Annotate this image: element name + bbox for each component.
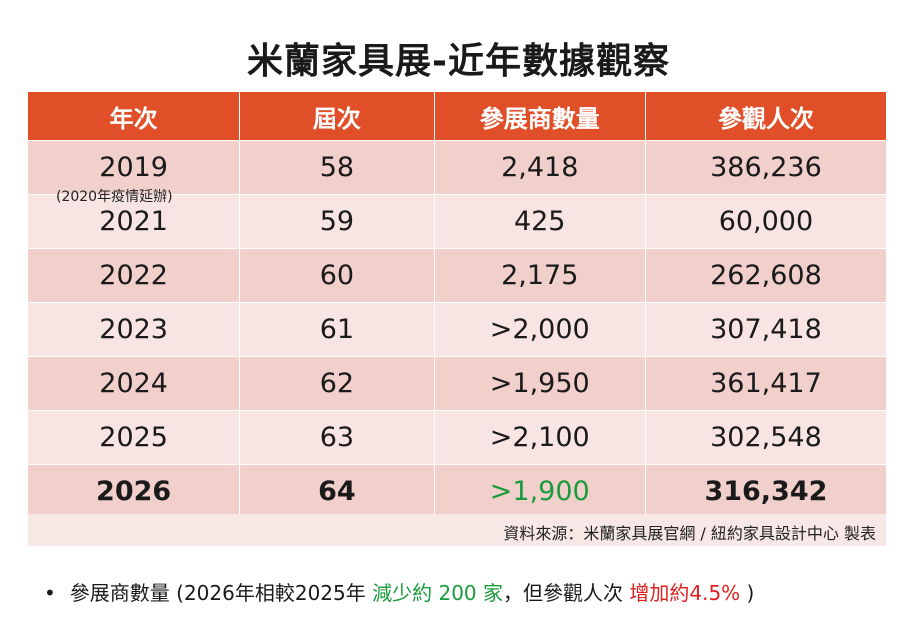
visitors-cell: 316,342 (644, 465, 886, 518)
summary-text-3: ) (740, 581, 755, 605)
visitors-cell: 60,000 (644, 195, 886, 248)
visitors-cell: 302,548 (644, 411, 886, 464)
page-title: 米蘭家具展-近年數據觀察 (247, 41, 670, 82)
data-table: 年次 屆次 參展商數量 參觀人次 2019 58 2,418 386,236 2… (28, 92, 886, 518)
table-row: 2019 58 2,418 386,236 (28, 140, 886, 194)
visitors-cell: 262,608 (644, 249, 886, 302)
header-exhibitors: 參展商數量 (433, 92, 645, 140)
table-row: 2023 61 >2,000 307,418 (28, 302, 886, 356)
header-year: 年次 (109, 104, 158, 133)
summary-bullet: • 參展商數量 (2026年相較2025年 減少約 200 家，但參觀人次 增加約… (44, 577, 754, 606)
summary-decrease: 減少約 200 家 (372, 581, 504, 605)
table-header-row: 年次 屆次 參展商數量 參觀人次 (28, 92, 886, 140)
session-cell: 60 (239, 249, 433, 302)
visitors-cell: 307,418 (644, 303, 886, 356)
header-session: 屆次 (239, 92, 433, 140)
session-cell: 63 (239, 411, 433, 464)
summary-increase: 增加約4.5% (629, 581, 741, 605)
table-row: 2021 59 425 60,000 (28, 194, 886, 248)
table-row: 2026 64 >1,900 316,342 (28, 464, 886, 518)
postponement-note: (2020年疫情延辦) (56, 189, 173, 205)
year-cell: 2022 (99, 260, 168, 291)
source-text: 資料來源：米蘭家具展官網 / 紐約家具設計中心 製表 (503, 524, 876, 543)
session-cell: 59 (239, 195, 433, 248)
exhibitors-cell: >1,900 (433, 465, 645, 518)
year-cell: 2023 (99, 314, 168, 345)
visitors-cell: 361,417 (644, 357, 886, 410)
header-visitors: 參觀人次 (644, 92, 886, 140)
bullet-marker: • (44, 581, 56, 605)
exhibitors-cell: >2,000 (433, 303, 645, 356)
table-row: 2025 63 >2,100 302,548 (28, 410, 886, 464)
source-bar: 資料來源：米蘭家具展官網 / 紐約家具設計中心 製表 (28, 514, 886, 546)
visitors-cell: 386,236 (644, 141, 886, 194)
year-cell: 2024 (99, 368, 168, 399)
exhibitors-cell: 425 (433, 195, 645, 248)
exhibitors-cell: >2,100 (433, 411, 645, 464)
table-row: 2022 60 2,175 262,608 (28, 248, 886, 302)
summary-text-2: ，但參觀人次 (503, 581, 630, 605)
session-cell: 58 (239, 141, 433, 194)
summary-text-1: 參展商數量 (2026年相較2025年 (69, 581, 373, 605)
year-cell: 2019 (99, 152, 168, 183)
year-cell: 2021 (99, 206, 168, 237)
exhibitors-cell: 2,418 (433, 141, 645, 194)
year-cell: 2026 (96, 476, 172, 507)
table-row: 2024 62 >1,950 361,417 (28, 356, 886, 410)
year-cell: 2025 (99, 422, 168, 453)
exhibitors-cell: 2,175 (433, 249, 645, 302)
exhibitors-cell: >1,950 (433, 357, 645, 410)
session-cell: 64 (239, 465, 433, 518)
session-cell: 61 (239, 303, 433, 356)
session-cell: 62 (239, 357, 433, 410)
